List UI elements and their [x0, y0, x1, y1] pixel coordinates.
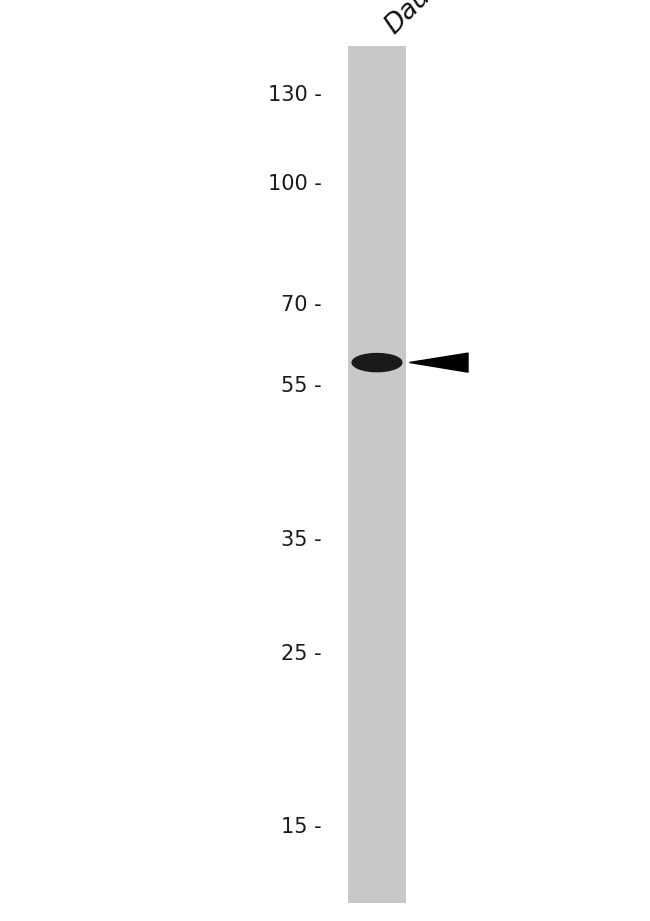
Text: Daudi: Daudi — [380, 0, 453, 40]
Polygon shape — [410, 353, 468, 372]
Ellipse shape — [352, 354, 402, 372]
Text: 25 -: 25 - — [281, 644, 322, 664]
Text: 35 -: 35 - — [281, 530, 322, 550]
Text: 100 -: 100 - — [268, 173, 322, 193]
Text: 55 -: 55 - — [281, 377, 322, 396]
Bar — [348, 46, 406, 903]
Text: 130 -: 130 - — [268, 85, 322, 105]
Text: 15 -: 15 - — [281, 817, 322, 837]
Text: 70 -: 70 - — [281, 295, 322, 314]
